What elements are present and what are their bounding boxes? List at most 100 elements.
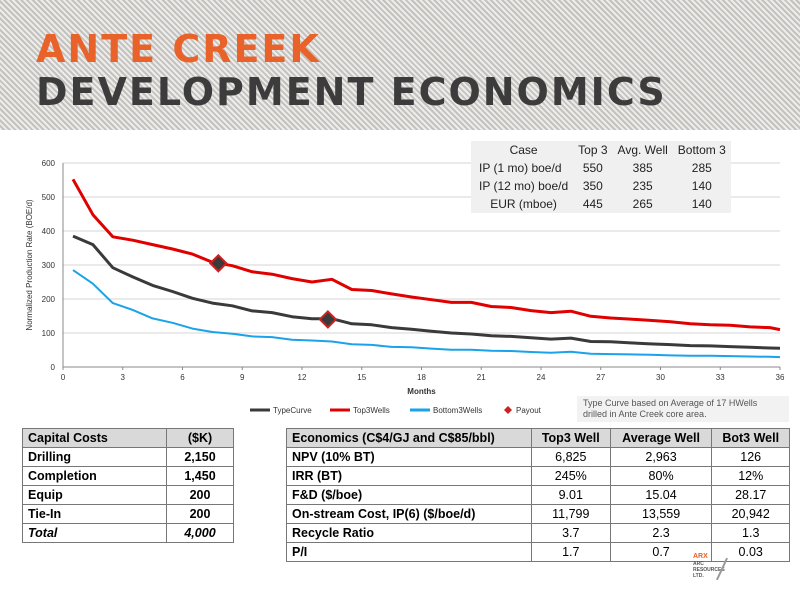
y-axis-label: Normalized Production Rate (BOE/d) xyxy=(25,199,34,331)
case-row: IP (12 mo) boe/d 350 235 140 xyxy=(471,177,731,195)
economics-label: On-stream Cost, IP(6) ($/boe/d) xyxy=(286,504,532,524)
economics-row: IRR (BT) 245% 80% 12% xyxy=(286,466,790,486)
capital-total-row: Total 4,000 xyxy=(22,523,234,543)
economics-value: 1.7 xyxy=(530,542,611,562)
capital-value: 200 xyxy=(166,485,234,505)
case-value: 140 xyxy=(691,197,712,211)
capital-label: Equip xyxy=(22,485,167,505)
capital-label: Completion xyxy=(22,466,167,486)
case-label: IP (1 mo) boe/d xyxy=(479,161,562,175)
x-tick-label: 24 xyxy=(537,373,546,382)
economics-header-bot3: Bot3 Well xyxy=(711,428,790,448)
case-row: IP (1 mo) boe/d 550 385 285 xyxy=(471,159,731,177)
y-tick-label: 500 xyxy=(42,193,56,202)
legend-label: TypeCurve xyxy=(273,406,312,415)
x-tick-label: 9 xyxy=(240,373,245,382)
case-value: 445 xyxy=(582,197,603,211)
economics-value: 245% xyxy=(530,466,611,486)
bottom3wells-line xyxy=(72,269,781,359)
legend-swatch-payout xyxy=(504,406,512,414)
capital-costs-table: Capital Costs ($K) Drilling 2,150 Complet… xyxy=(22,428,234,543)
capital-row: Tie-In 200 xyxy=(22,504,234,524)
top3wells-line xyxy=(71,178,781,332)
economics-row: On-stream Cost, IP(6) ($/boe/d) 11,799 13,… xyxy=(286,504,790,524)
y-tick-label: 0 xyxy=(51,363,56,372)
case-summary-table: Case Top 3 Avg. Well Bottom 3 IP (1 mo) … xyxy=(471,141,731,213)
case-value: 350 xyxy=(582,179,603,193)
case-value: 235 xyxy=(632,179,653,193)
y-tick-label: 400 xyxy=(42,227,56,236)
x-tick-label: 30 xyxy=(656,373,665,382)
payout-marker xyxy=(318,309,338,329)
economics-label: P/I xyxy=(286,542,532,562)
capital-row: Drilling 2,150 xyxy=(22,447,234,467)
economics-value: 13,559 xyxy=(609,504,713,524)
y-tick-label: 600 xyxy=(42,159,56,168)
typecurve-line xyxy=(72,234,781,350)
case-header-top3: Top 3 xyxy=(578,143,608,157)
case-header-avg: Avg. Well xyxy=(617,143,668,157)
case-value: 140 xyxy=(691,179,712,193)
x-tick-label: 12 xyxy=(298,373,307,382)
case-row: EUR (mboe) 445 265 140 xyxy=(471,195,731,213)
economics-header-avg: Average Well xyxy=(609,428,713,448)
economics-value: 6,825 xyxy=(530,447,611,467)
economics-value: 0.03 xyxy=(711,542,790,562)
capital-total-value: 4,000 xyxy=(166,523,234,543)
x-tick-label: 3 xyxy=(121,373,126,382)
company-logo: ARX ARC RESOURCES LTD. xyxy=(693,553,753,591)
case-value: 285 xyxy=(691,161,712,175)
economics-value: 80% xyxy=(609,466,713,486)
economics-value: 2,963 xyxy=(609,447,713,467)
economics-row: P/I 1.7 0.7 0.03 xyxy=(286,542,790,562)
y-tick-label: 200 xyxy=(42,295,56,304)
x-tick-label: 18 xyxy=(417,373,426,382)
case-header-bottom3: Bottom 3 xyxy=(677,143,726,157)
payout-marker xyxy=(208,253,228,273)
economics-value: 20,942 xyxy=(711,504,790,524)
x-axis-label: Months xyxy=(407,387,436,396)
capital-header-row: Capital Costs ($K) xyxy=(22,428,234,448)
economics-label: IRR (BT) xyxy=(286,466,532,486)
logo-text-arc: ARC RESOURCES LTD. xyxy=(693,561,725,579)
economics-label: F&D ($/boe) xyxy=(286,485,532,505)
y-tick-label: 300 xyxy=(42,261,56,270)
case-label: IP (12 mo) boe/d xyxy=(479,179,569,193)
case-header-case: Case xyxy=(509,143,538,157)
legend-label: Payout xyxy=(516,406,542,415)
capital-value: 2,150 xyxy=(166,447,234,467)
economics-value: 12% xyxy=(711,466,790,486)
type-curve-note: Type Curve based on Average of 17 HWells… xyxy=(577,396,789,422)
case-value: 550 xyxy=(582,161,603,175)
economics-value: 15.04 xyxy=(609,485,713,505)
economics-header-row: Economics (C$4/GJ and C$85/bbl) Top3 Wel… xyxy=(286,428,790,448)
legend-label: Top3Wells xyxy=(353,406,390,415)
x-tick-label: 6 xyxy=(180,373,185,382)
economics-row: F&D ($/boe) 9.01 15.04 28.17 xyxy=(286,485,790,505)
logo-text-arx: ARX xyxy=(693,553,708,560)
case-value: 385 xyxy=(632,161,653,175)
economics-row: Recycle Ratio 3.7 2.3 1.3 xyxy=(286,523,790,543)
x-tick-label: 21 xyxy=(477,373,486,382)
logo-line-4: LTD. xyxy=(693,573,704,579)
header-banner: ANTE CREEK DEVELOPMENT ECONOMICS xyxy=(0,0,800,130)
x-tick-label: 36 xyxy=(776,373,785,382)
economics-value: 28.17 xyxy=(711,485,790,505)
economics-label: Recycle Ratio xyxy=(286,523,532,543)
economics-row: NPV (10% BT) 6,825 2,963 126 xyxy=(286,447,790,467)
economics-table: Economics (C$4/GJ and C$85/bbl) Top3 Wel… xyxy=(286,428,790,562)
title-line-2: DEVELOPMENT ECONOMICS xyxy=(36,70,667,114)
x-tick-label: 15 xyxy=(357,373,366,382)
capital-header-label: Capital Costs xyxy=(22,428,167,448)
economics-header-top3: Top3 Well xyxy=(530,428,611,448)
logo-line-3: RESOURCES xyxy=(693,567,725,573)
x-tick-label: 33 xyxy=(716,373,725,382)
title-line-1: ANTE CREEK xyxy=(36,27,321,71)
economics-value: 1.3 xyxy=(711,523,790,543)
economics-value: 3.7 xyxy=(530,523,611,543)
x-tick-label: 27 xyxy=(596,373,605,382)
capital-row: Completion 1,450 xyxy=(22,466,234,486)
case-label: EUR (mboe) xyxy=(490,197,557,211)
capital-row: Equip 200 xyxy=(22,485,234,505)
